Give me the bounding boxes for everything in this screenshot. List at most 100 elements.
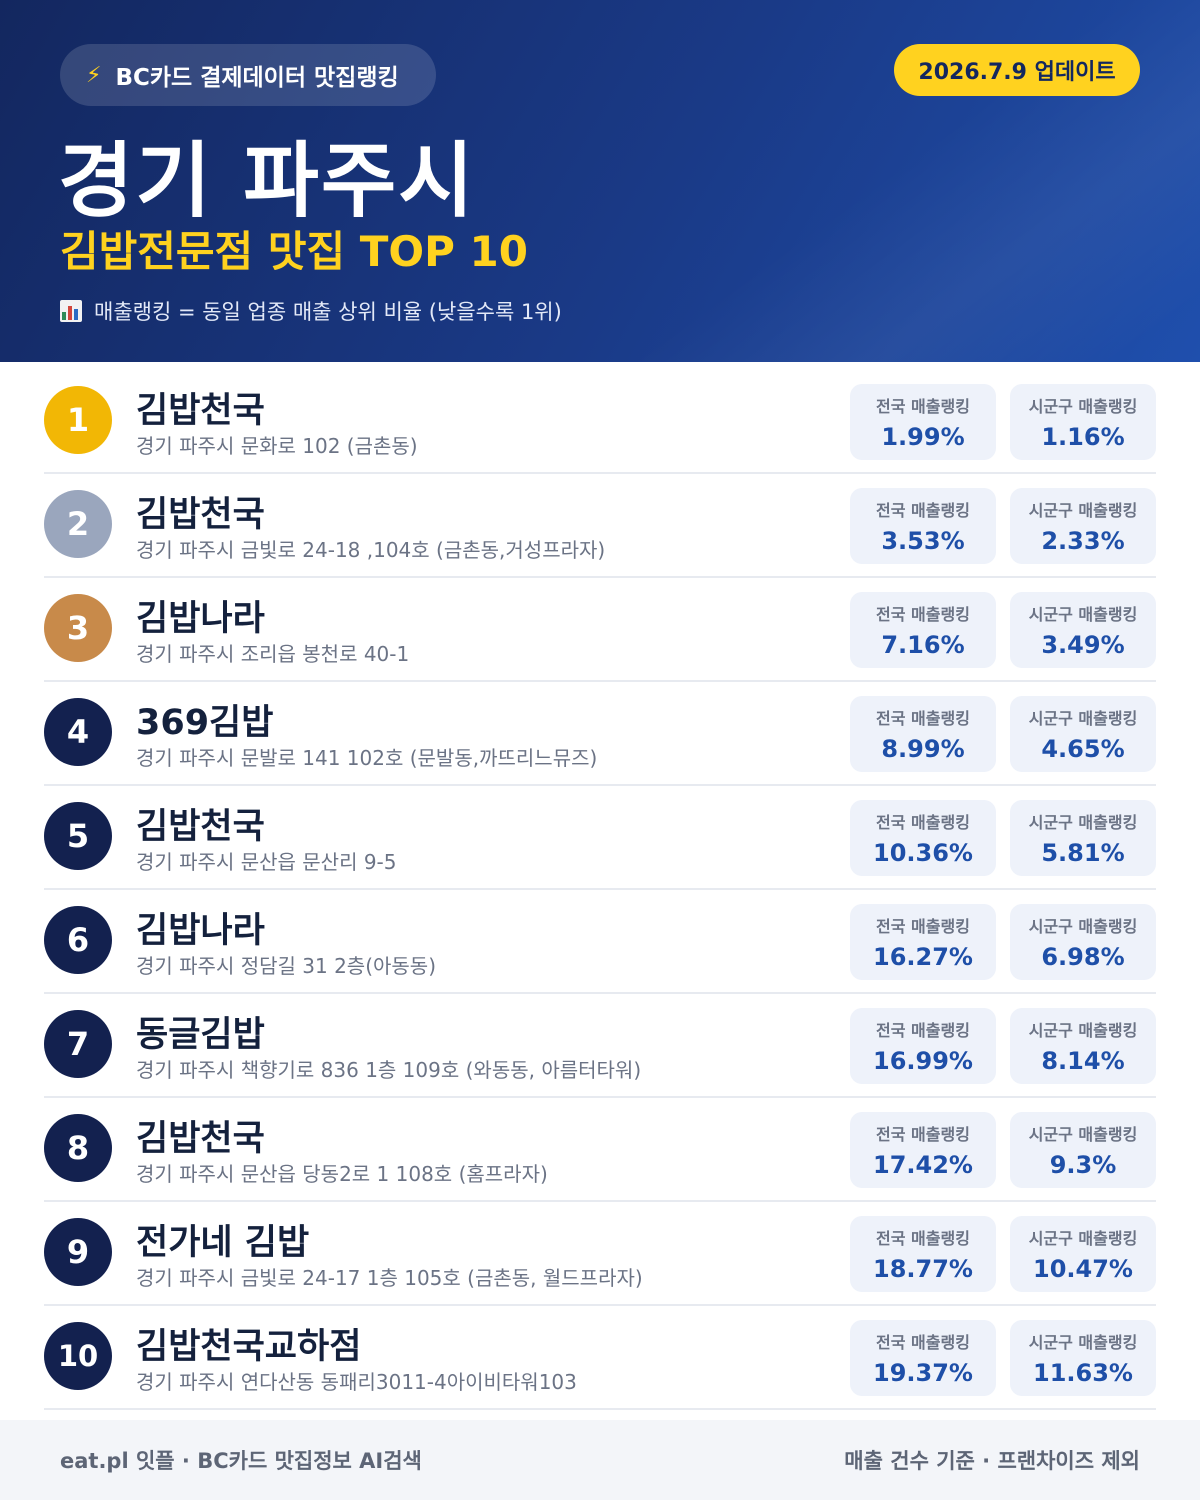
footer-source: eat.pl 잇플 · BC카드 맛집정보 AI검색: [60, 1449, 422, 1473]
local-ranking-label: 시군구 매출랭킹: [1028, 1333, 1138, 1352]
page-title: 경기 파주시: [58, 134, 476, 229]
national-ranking-value: 10.36%: [873, 839, 973, 867]
restaurant-name: 김밥천국: [136, 1119, 265, 1159]
national-ranking-value: 7.16%: [881, 631, 965, 659]
restaurant-address: 경기 파주시 금빛로 24-17 1층 105호 (금촌동, 월드프라자): [136, 1266, 643, 1290]
footer: eat.pl 잇플 · BC카드 맛집정보 AI검색 매출 건수 기준 · 프랜…: [0, 1420, 1200, 1500]
restaurant-name: 동글김밥: [136, 1015, 265, 1055]
national-ranking-box: 전국 매출랭킹 16.27%: [850, 904, 996, 980]
national-ranking-value: 3.53%: [881, 527, 965, 555]
rank-badge: 10: [44, 1322, 112, 1390]
national-ranking-value: 17.42%: [873, 1151, 973, 1179]
local-ranking-value: 10.47%: [1033, 1255, 1133, 1283]
national-ranking-label: 전국 매출랭킹: [876, 1125, 970, 1144]
source-badge: ⚡ BC카드 결제데이터 맛집랭킹: [60, 44, 436, 106]
restaurant-name: 김밥천국교하점: [136, 1327, 362, 1367]
restaurant-name: 369김밥: [136, 703, 274, 743]
local-ranking-box: 시군구 매출랭킹 3.49%: [1010, 592, 1156, 668]
local-ranking-box: 시군구 매출랭킹 10.47%: [1010, 1216, 1156, 1292]
national-ranking-box: 전국 매출랭킹 3.53%: [850, 488, 996, 564]
update-date-badge: 2026.7.9 업데이트: [894, 44, 1140, 96]
local-ranking-value: 2.33%: [1041, 527, 1125, 555]
rank-badge: 3: [44, 594, 112, 662]
bar-chart-icon: [60, 300, 82, 322]
local-ranking-value: 9.3%: [1049, 1151, 1117, 1179]
national-ranking-box: 전국 매출랭킹 18.77%: [850, 1216, 996, 1292]
national-ranking-value: 1.99%: [881, 423, 965, 451]
restaurant-address: 경기 파주시 문화로 102 (금촌동): [136, 434, 418, 458]
lightning-icon: ⚡: [86, 62, 102, 88]
national-ranking-label: 전국 매출랭킹: [876, 1333, 970, 1352]
rank-badge: 5: [44, 802, 112, 870]
restaurant-address: 경기 파주시 정담길 31 2층(아동동): [136, 954, 437, 978]
local-ranking-label: 시군구 매출랭킹: [1028, 397, 1138, 416]
restaurant-address: 경기 파주시 문발로 141 102호 (문발동,까뜨리느뮤즈): [136, 746, 598, 770]
restaurant-address: 경기 파주시 조리읍 봉천로 40-1: [136, 642, 410, 666]
page-subtitle: 김밥전문점 맛집 TOP 10: [60, 227, 528, 276]
restaurant-address: 경기 파주시 책향기로 836 1층 109호 (와동동, 아름터타워): [136, 1058, 642, 1082]
rank-badge: 2: [44, 490, 112, 558]
restaurant-address: 경기 파주시 문산읍 당동2로 1 108호 (홈프라자): [136, 1162, 548, 1186]
restaurant-name: 김밥나라: [136, 911, 265, 951]
local-ranking-label: 시군구 매출랭킹: [1028, 605, 1138, 624]
rank-badge: 6: [44, 906, 112, 974]
local-ranking-box: 시군구 매출랭킹 6.98%: [1010, 904, 1156, 980]
local-ranking-box: 시군구 매출랭킹 11.63%: [1010, 1320, 1156, 1396]
restaurant-name: 김밥천국: [136, 807, 265, 847]
local-ranking-box: 시군구 매출랭킹 4.65%: [1010, 696, 1156, 772]
rank-badge: 1: [44, 386, 112, 454]
local-ranking-value: 1.16%: [1041, 423, 1125, 451]
local-ranking-box: 시군구 매출랭킹 8.14%: [1010, 1008, 1156, 1084]
national-ranking-box: 전국 매출랭킹 8.99%: [850, 696, 996, 772]
national-ranking-value: 16.99%: [873, 1047, 973, 1075]
local-ranking-value: 8.14%: [1041, 1047, 1125, 1075]
ranking-note-text: 매출랭킹 = 동일 업종 매출 상위 비율 (낮을수록 1위): [94, 300, 562, 324]
national-ranking-box: 전국 매출랭킹 16.99%: [850, 1008, 996, 1084]
national-ranking-label: 전국 매출랭킹: [876, 605, 970, 624]
local-ranking-label: 시군구 매출랭킹: [1028, 1229, 1138, 1248]
national-ranking-box: 전국 매출랭킹 10.36%: [850, 800, 996, 876]
national-ranking-label: 전국 매출랭킹: [876, 501, 970, 520]
rank-badge: 9: [44, 1218, 112, 1286]
header-banner: ⚡ BC카드 결제데이터 맛집랭킹 2026.7.9 업데이트 경기 파주시 김…: [0, 0, 1200, 362]
restaurant-address: 경기 파주시 금빛로 24-18 ,104호 (금촌동,거성프라자): [136, 538, 606, 562]
national-ranking-label: 전국 매출랭킹: [876, 917, 970, 936]
local-ranking-value: 3.49%: [1041, 631, 1125, 659]
local-ranking-value: 5.81%: [1041, 839, 1125, 867]
national-ranking-label: 전국 매출랭킹: [876, 813, 970, 832]
national-ranking-value: 8.99%: [881, 735, 965, 763]
local-ranking-label: 시군구 매출랭킹: [1028, 501, 1138, 520]
national-ranking-box: 전국 매출랭킹 7.16%: [850, 592, 996, 668]
restaurant-name: 전가네 김밥: [136, 1223, 310, 1263]
local-ranking-value: 6.98%: [1041, 943, 1125, 971]
restaurant-name: 김밥천국: [136, 391, 265, 431]
local-ranking-label: 시군구 매출랭킹: [1028, 1125, 1138, 1144]
local-ranking-value: 11.63%: [1033, 1359, 1133, 1387]
footer-criteria: 매출 건수 기준 · 프랜차이즈 제외: [844, 1449, 1140, 1473]
local-ranking-value: 4.65%: [1041, 735, 1125, 763]
rank-badge: 4: [44, 698, 112, 766]
local-ranking-box: 시군구 매출랭킹 1.16%: [1010, 384, 1156, 460]
restaurant-address: 경기 파주시 연다산동 동패리3011-4아이비타워103: [136, 1370, 577, 1394]
national-ranking-value: 18.77%: [873, 1255, 973, 1283]
list-item[interactable]: 8 김밥천국 경기 파주시 문산읍 당동2로 1 108호 (홈프라자) 전국 매출랭…: [44, 1098, 1156, 1202]
national-ranking-label: 전국 매출랭킹: [876, 397, 970, 416]
local-ranking-label: 시군구 매출랭킹: [1028, 813, 1138, 832]
local-ranking-label: 시군구 매출랭킹: [1028, 917, 1138, 936]
restaurant-name: 김밥천국: [136, 495, 265, 535]
national-ranking-box: 전국 매출랭킹 17.42%: [850, 1112, 996, 1188]
national-ranking-label: 전국 매출랭킹: [876, 1229, 970, 1248]
national-ranking-value: 16.27%: [873, 943, 973, 971]
restaurant-name: 김밥나라: [136, 599, 265, 639]
restaurant-address: 경기 파주시 문산읍 문산리 9-5: [136, 850, 397, 874]
list-item[interactable]: 7 동글김밥 경기 파주시 책향기로 836 1층 109호 (와동동, 아름터타워…: [44, 994, 1156, 1098]
national-ranking-label: 전국 매출랭킹: [876, 709, 970, 728]
